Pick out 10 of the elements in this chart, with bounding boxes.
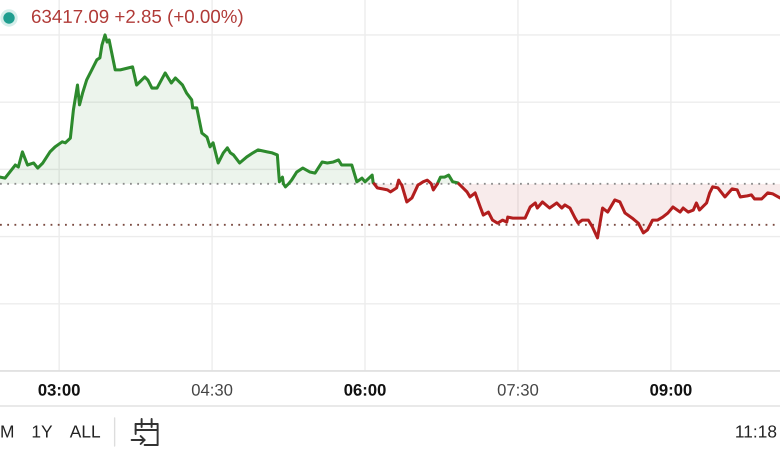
text: 11:18 (736, 425, 776, 438)
x-tick-label: 09:00 (650, 384, 692, 396)
text: M (1, 426, 14, 438)
x-tick-label: 03:00 (38, 384, 80, 396)
chart-title: 63417.09 +2.85 (+0.00%) (32, 9, 243, 27)
text: ALL (70, 426, 100, 438)
text: 1Y (32, 426, 52, 438)
x-tick-label: 06:00 (344, 384, 386, 396)
x-tick-label: 04:30 (192, 384, 232, 396)
x-tick-label: 07:30 (498, 384, 538, 396)
